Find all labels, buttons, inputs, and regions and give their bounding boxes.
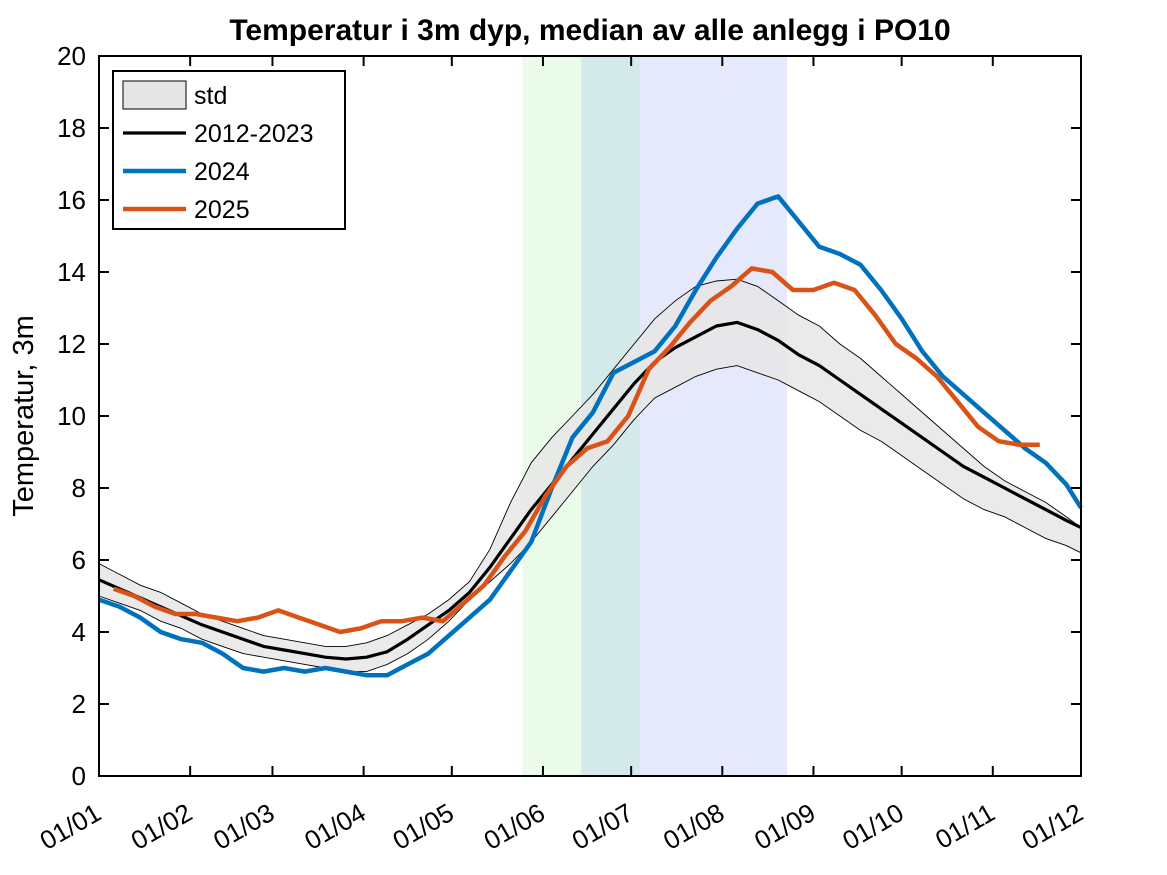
legend: std 2012-2023 2024 2025 <box>112 70 346 230</box>
std-band-upper-edge <box>98 278 1082 647</box>
y-tick-label: 2 <box>72 689 86 719</box>
legend-label-2025: 2025 <box>194 196 250 224</box>
std-band-lower-edge <box>98 365 1082 673</box>
legend-label-std: std <box>194 82 227 110</box>
y-tick-label: 18 <box>57 113 86 143</box>
shaded-period-1 <box>522 56 582 776</box>
y-tick-label: 16 <box>57 185 86 215</box>
chart-title: Temperatur i 3m dyp, median av alle anle… <box>229 14 950 47</box>
series-lines <box>98 194 1083 678</box>
y-tick-label: 12 <box>57 329 86 359</box>
y-tick-label: 4 <box>72 617 86 647</box>
y-axis-label: Temperatur, 3m <box>8 315 40 516</box>
series-line-2024 <box>98 194 1083 678</box>
y-tick-label: 0 <box>72 761 86 791</box>
y-tick-label: 10 <box>57 401 86 431</box>
series-line-2012-2023 <box>98 320 1082 661</box>
y-tick-label: 8 <box>72 473 86 503</box>
y-tick-label: 14 <box>57 257 86 287</box>
legend-label-2012-2023: 2012-2023 <box>194 120 314 148</box>
y-tick-label: 20 <box>57 41 86 71</box>
shaded-periods <box>522 56 787 776</box>
y-tick-label: 6 <box>72 545 86 575</box>
series-line-2025 <box>112 266 1040 635</box>
legend-swatch-std <box>122 80 187 110</box>
legend-label-2024: 2024 <box>194 158 250 186</box>
shaded-period-3 <box>639 56 787 776</box>
